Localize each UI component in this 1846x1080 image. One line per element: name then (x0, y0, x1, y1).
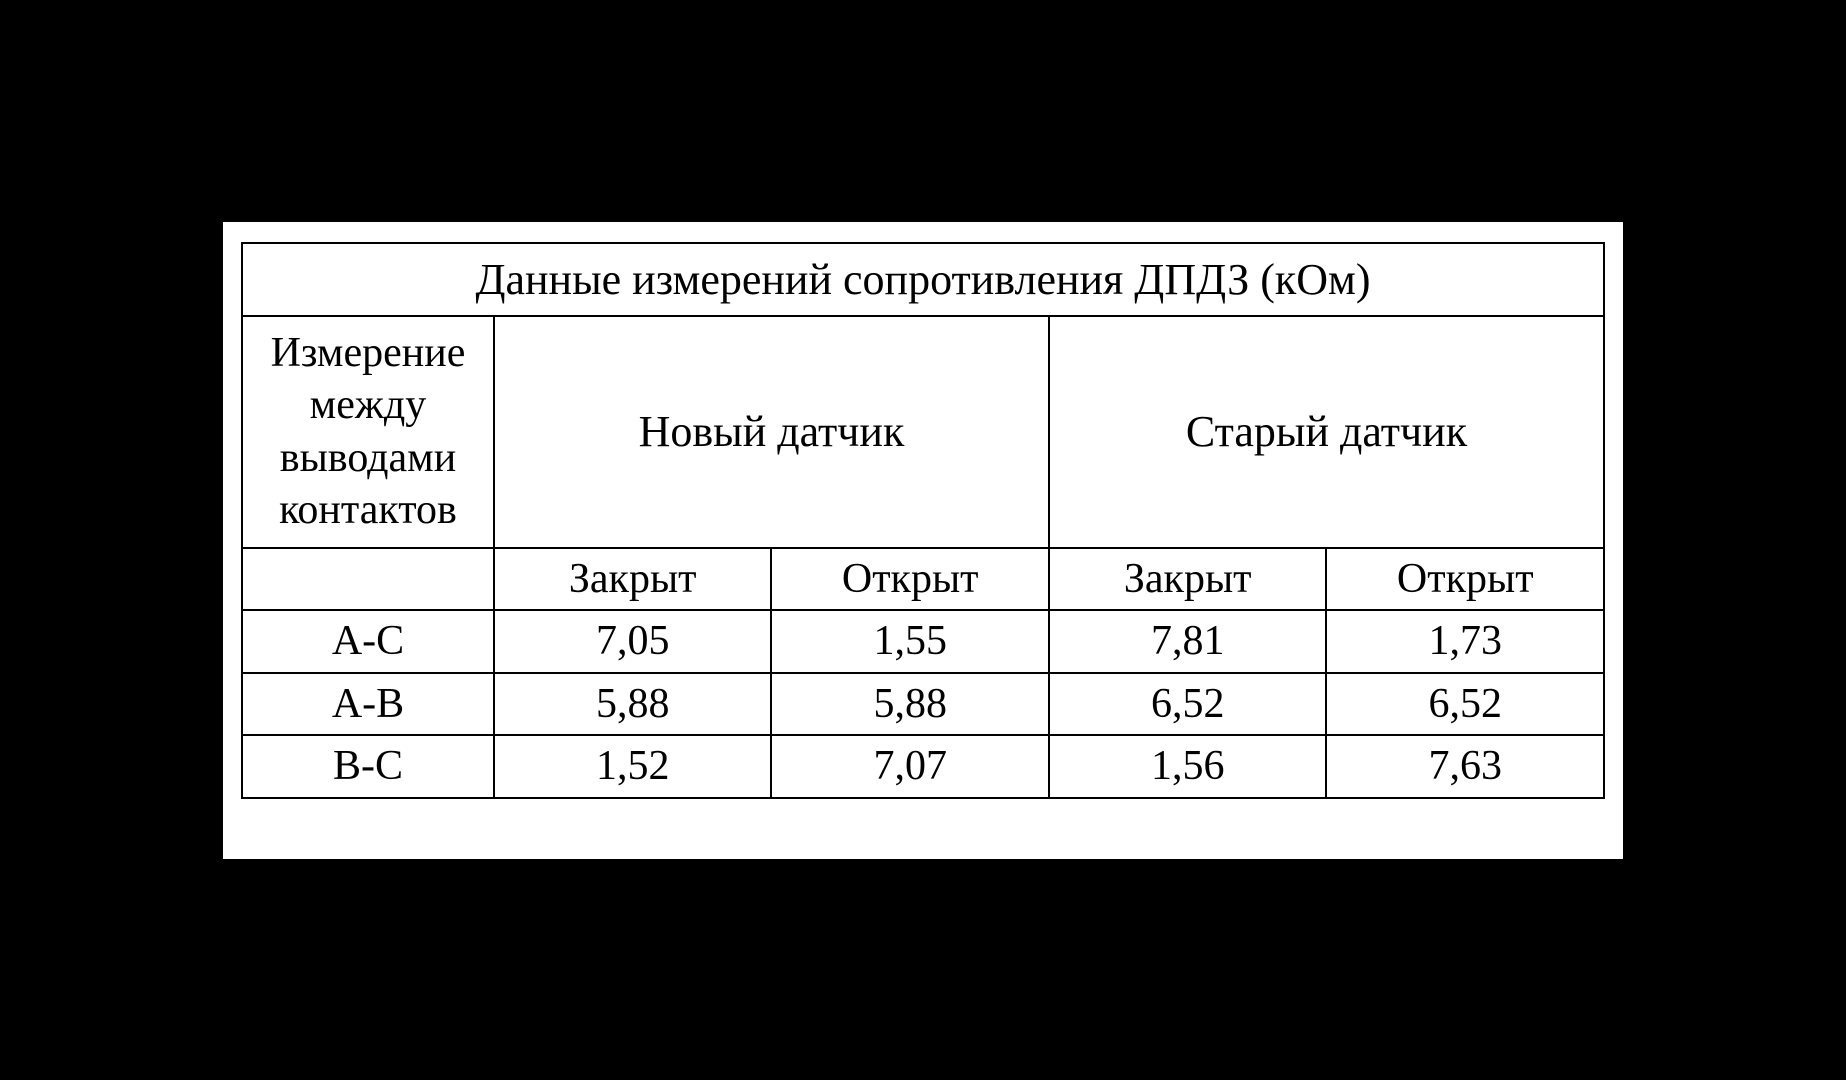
cell-value: 5,88 (771, 673, 1049, 736)
row-label: A-C (242, 610, 494, 673)
cell-value: 7,05 (494, 610, 772, 673)
resistance-table: Данные измерений сопротивления ДПДЗ (кОм… (241, 242, 1605, 799)
table-title: Данные измерений сопротивления ДПДЗ (кОм… (242, 243, 1604, 316)
row-label: B-C (242, 735, 494, 798)
cell-value: 6,52 (1326, 673, 1604, 736)
cell-value: 1,56 (1049, 735, 1327, 798)
row-header-label: Измерение между выводами контактов (242, 316, 494, 548)
cell-value: 7,63 (1326, 735, 1604, 798)
cell-value: 6,52 (1049, 673, 1327, 736)
title-row: Данные измерений сопротивления ДПДЗ (кОм… (242, 243, 1604, 316)
cell-value: 7,07 (771, 735, 1049, 798)
group-header-row: Измерение между выводами контактов Новый… (242, 316, 1604, 548)
cell-value: 1,55 (771, 610, 1049, 673)
document-page: Данные измерений сопротивления ДПДЗ (кОм… (223, 222, 1623, 859)
subheader-open-old: Открыт (1326, 548, 1604, 611)
subheader-closed-new: Закрыт (494, 548, 772, 611)
cell-value: 5,88 (494, 673, 772, 736)
cell-value: 1,73 (1326, 610, 1604, 673)
row-label: A-B (242, 673, 494, 736)
table-row: A-B 5,88 5,88 6,52 6,52 (242, 673, 1604, 736)
group-header-new: Новый датчик (494, 316, 1049, 548)
subheader-closed-old: Закрыт (1049, 548, 1327, 611)
group-header-old: Старый датчик (1049, 316, 1604, 548)
table-row: A-C 7,05 1,55 7,81 1,73 (242, 610, 1604, 673)
table-row: B-C 1,52 7,07 1,56 7,63 (242, 735, 1604, 798)
subheader-empty (242, 548, 494, 611)
subheader-row: Закрыт Открыт Закрыт Открыт (242, 548, 1604, 611)
cell-value: 7,81 (1049, 610, 1327, 673)
subheader-open-new: Открыт (771, 548, 1049, 611)
cell-value: 1,52 (494, 735, 772, 798)
